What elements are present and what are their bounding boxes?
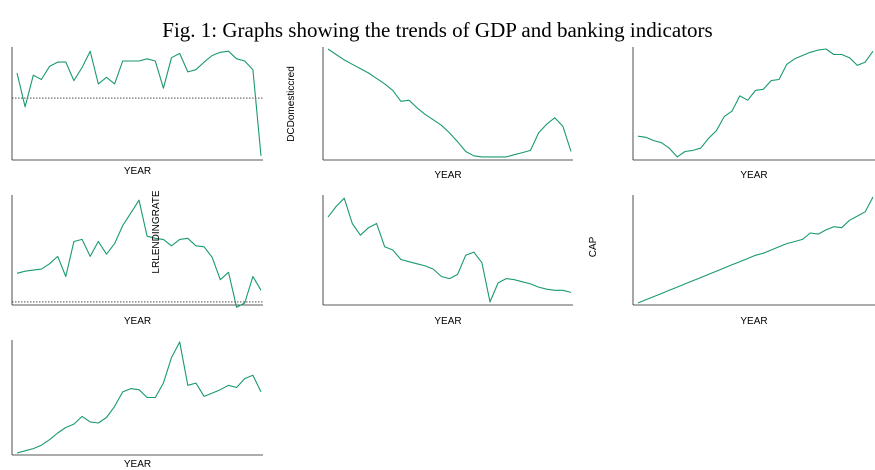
panel-4-y-label: LRLENDINGRATE — [151, 190, 162, 273]
panel-6-x-label: YEAR — [740, 316, 767, 327]
panel-3-series-line — [637, 48, 874, 158]
panel-1-series-line — [16, 50, 262, 156]
panel-4-x-label: YEAR — [124, 316, 151, 327]
panel-4-series-line — [16, 199, 262, 308]
panel-2-y-label: DCDomesticcred — [286, 66, 297, 142]
panel-5-x-label: YEAR — [434, 316, 461, 327]
panel-2-series-line — [327, 48, 572, 158]
figure-title: Fig. 1: Graphs showing the trends of GDP… — [162, 18, 713, 42]
panel-7-x-label: YEAR — [124, 459, 151, 470]
panel-7-series-line — [16, 341, 262, 454]
panel-3-x-label: YEAR — [740, 170, 767, 181]
panel-2-x-label: YEAR — [434, 170, 461, 181]
panel-5-series-line — [327, 197, 572, 303]
panel-6-series-line — [637, 196, 874, 304]
panel-1-x-label: YEAR — [124, 166, 151, 177]
panel-6-y-label: CAP — [588, 236, 599, 257]
